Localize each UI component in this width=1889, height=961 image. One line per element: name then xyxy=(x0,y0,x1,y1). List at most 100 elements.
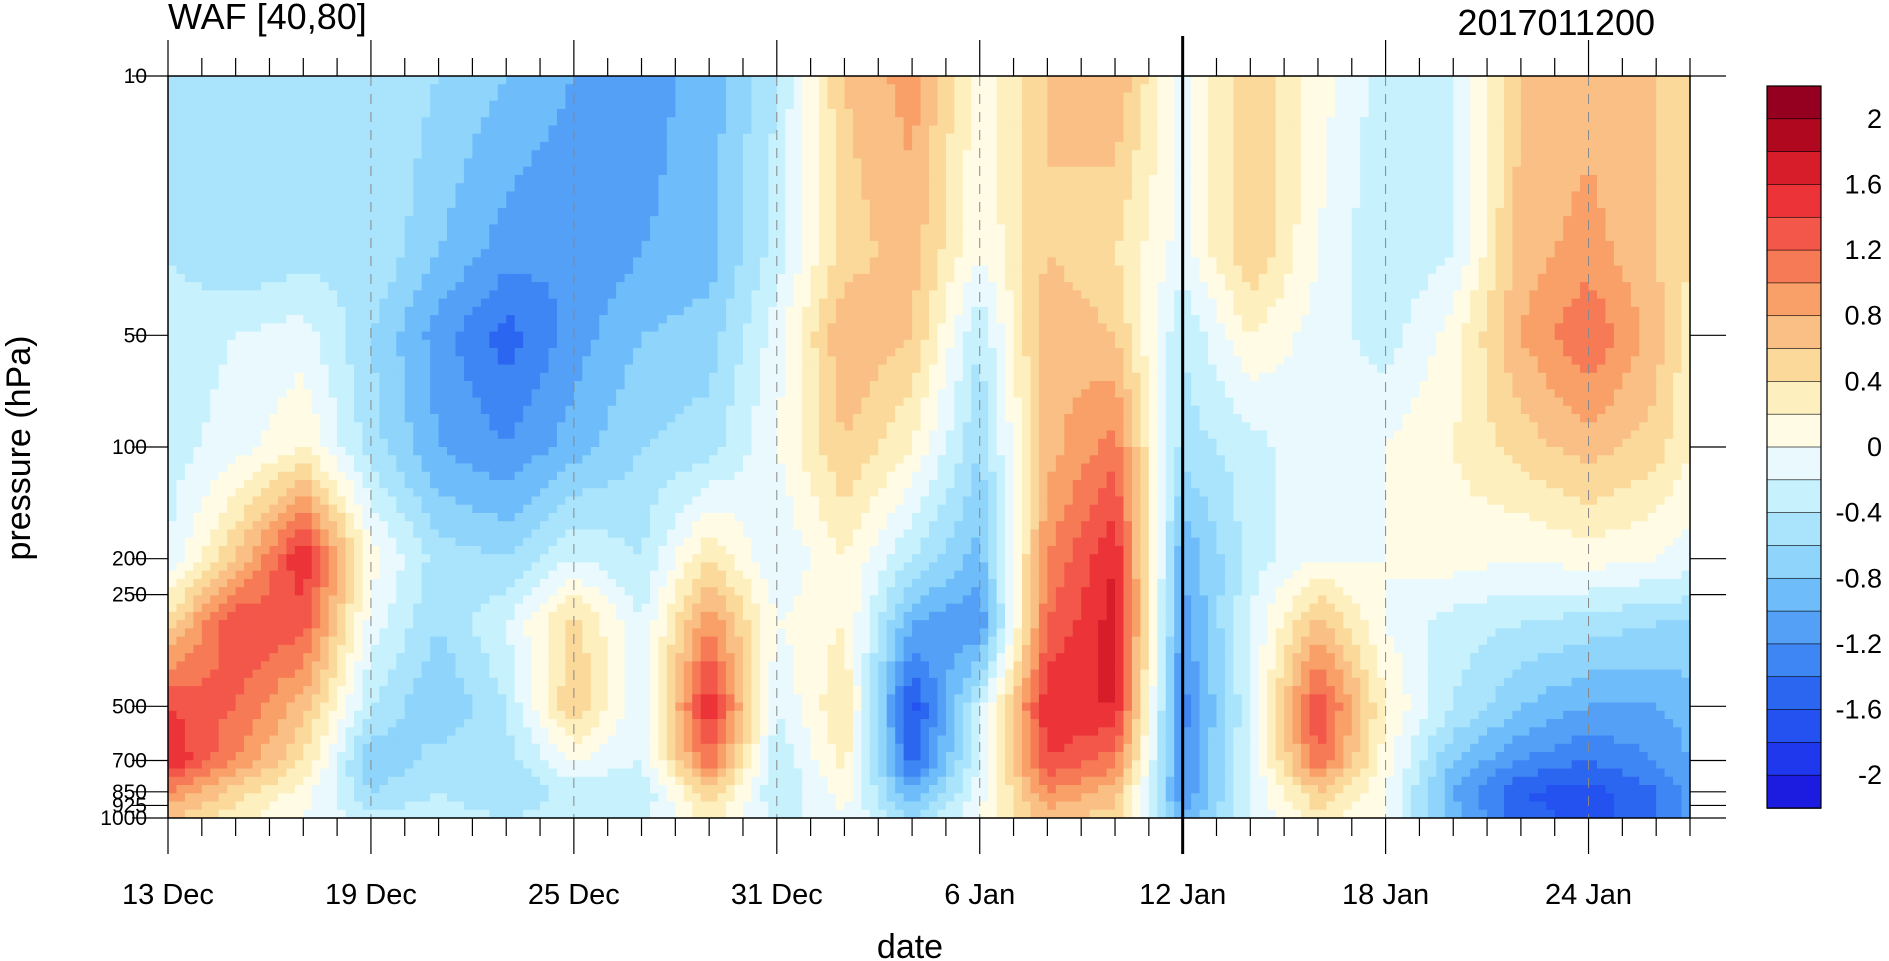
contour-cell xyxy=(447,191,457,201)
contour-cell xyxy=(633,257,643,267)
contour-cell xyxy=(1410,290,1421,300)
contour-cell xyxy=(489,150,499,160)
contour-cell xyxy=(556,174,567,184)
contour-cell xyxy=(320,216,330,225)
contour-cell xyxy=(658,232,668,242)
contour-cell xyxy=(1140,240,1150,250)
contour-cell xyxy=(1512,100,1522,110)
contour-cell xyxy=(759,100,769,110)
contour-cell xyxy=(1622,133,1632,143)
contour-cell xyxy=(616,298,626,308)
contour-cell xyxy=(607,298,617,308)
contour-cell xyxy=(1317,100,1328,110)
contour-cell xyxy=(286,141,296,151)
contour-cell xyxy=(1284,133,1294,143)
contour-cell xyxy=(717,133,727,143)
contour-cell xyxy=(210,224,220,234)
contour-cell xyxy=(1605,232,1615,242)
contour-cell xyxy=(700,273,710,283)
contour-cell xyxy=(1368,199,1378,209)
contour-cell xyxy=(903,240,913,250)
contour-cell xyxy=(303,290,313,300)
contour-cell xyxy=(1216,232,1226,242)
contour-cell xyxy=(210,76,220,85)
chart-title-right: 2017011200 xyxy=(1457,2,1655,43)
contour-cell xyxy=(362,108,372,118)
contour-cell xyxy=(396,183,406,193)
contour-cell xyxy=(1630,133,1640,143)
contour-cell xyxy=(742,249,753,258)
contour-cell xyxy=(1317,282,1328,291)
contour-cell xyxy=(294,183,304,193)
contour-cell xyxy=(1419,265,1429,275)
contour-cell xyxy=(768,191,778,201)
contour-cell xyxy=(954,249,964,258)
contour-cell xyxy=(328,298,338,308)
contour-cell xyxy=(1005,100,1015,110)
contour-cell xyxy=(1571,183,1581,193)
contour-cell xyxy=(1038,183,1048,193)
contour-cell xyxy=(1681,191,1690,201)
contour-cell xyxy=(1292,240,1302,250)
contour-cell xyxy=(633,141,643,151)
contour-cell xyxy=(489,84,499,94)
contour-cell xyxy=(1478,257,1488,267)
contour-cell xyxy=(709,265,719,275)
contour-cell xyxy=(1377,240,1387,250)
contour-cell xyxy=(979,141,989,151)
contour-cell xyxy=(624,216,634,225)
contour-cell xyxy=(1394,232,1404,242)
contour-cell xyxy=(472,199,482,209)
contour-cell xyxy=(1301,125,1311,135)
contour-cell xyxy=(895,125,905,135)
contour-cell xyxy=(1351,191,1361,201)
contour-cell xyxy=(1292,265,1302,275)
contour-cell xyxy=(1030,199,1040,209)
contour-cell xyxy=(218,76,228,85)
contour-cell xyxy=(582,240,592,250)
contour-cell xyxy=(835,265,846,275)
contour-cell xyxy=(1444,150,1454,160)
contour-cell xyxy=(658,133,668,143)
contour-cell xyxy=(1470,117,1480,127)
contour-cell xyxy=(1647,282,1657,291)
contour-cell xyxy=(1165,240,1175,250)
contour-cell xyxy=(726,108,736,118)
contour-cell xyxy=(565,191,575,201)
contour-cell xyxy=(1360,257,1370,267)
contour-cell xyxy=(354,232,364,242)
contour-cell xyxy=(988,183,998,193)
contour-cell xyxy=(1292,249,1302,258)
contour-cell xyxy=(1512,183,1522,193)
contour-cell xyxy=(514,183,524,193)
contour-cell xyxy=(1055,224,1065,234)
contour-cell xyxy=(709,199,719,209)
contour-cell xyxy=(616,249,626,258)
contour-cell xyxy=(1165,125,1175,135)
contour-cell xyxy=(929,232,939,242)
contour-cell xyxy=(1402,100,1412,110)
contour-cell xyxy=(869,183,879,193)
contour-cell xyxy=(649,100,660,110)
contour-cell xyxy=(362,298,372,308)
contour-cell xyxy=(1613,290,1623,300)
contour-cell xyxy=(303,216,313,225)
contour-cell xyxy=(337,125,347,135)
contour-cell xyxy=(709,100,719,110)
contour-cell xyxy=(1131,249,1141,258)
contour-cell xyxy=(962,174,972,184)
contour-cell xyxy=(438,150,448,160)
contour-cell xyxy=(1512,240,1522,250)
contour-cell xyxy=(387,298,397,308)
contour-cell xyxy=(649,199,660,209)
contour-cell xyxy=(1326,183,1336,193)
contour-cell xyxy=(742,224,753,234)
contour-cell xyxy=(717,232,727,242)
contour-cell xyxy=(1241,84,1251,94)
contour-cell xyxy=(776,207,786,217)
contour-cell xyxy=(337,191,347,201)
contour-cell xyxy=(277,207,287,217)
contour-cell xyxy=(193,265,203,275)
contour-cell xyxy=(1208,183,1218,193)
contour-cell xyxy=(1182,108,1192,118)
